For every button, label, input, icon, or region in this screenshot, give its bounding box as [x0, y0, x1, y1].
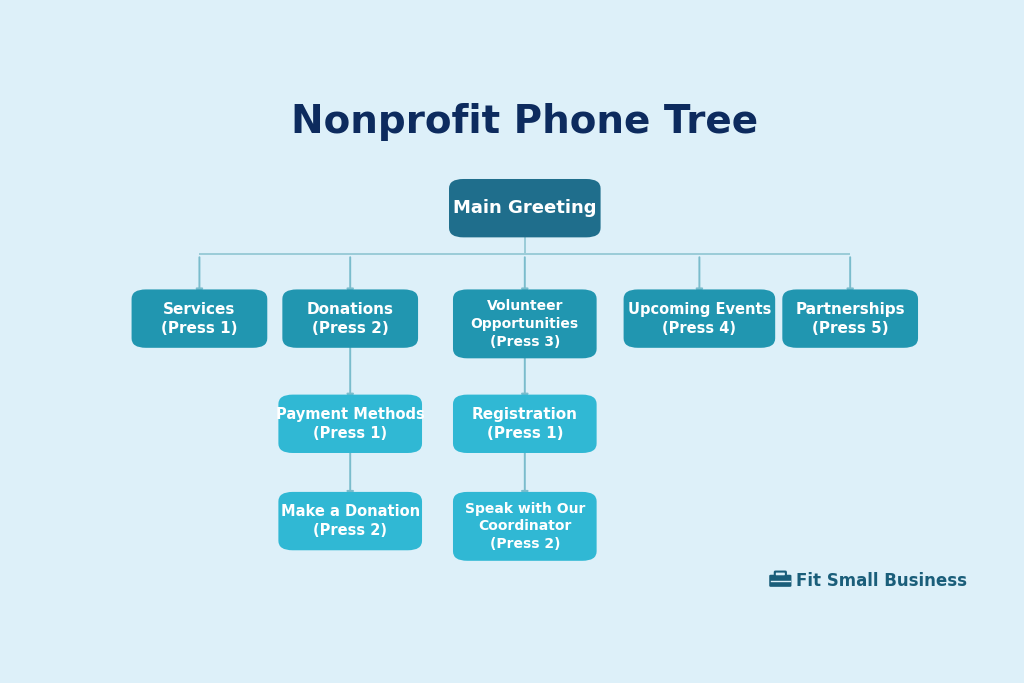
FancyBboxPatch shape: [775, 572, 785, 576]
Text: Payment Methods
(Press 1): Payment Methods (Press 1): [275, 406, 425, 441]
FancyBboxPatch shape: [769, 574, 792, 587]
Text: Make a Donation
(Press 2): Make a Donation (Press 2): [281, 504, 420, 538]
FancyBboxPatch shape: [279, 492, 422, 550]
FancyBboxPatch shape: [131, 290, 267, 348]
Text: Donations
(Press 2): Donations (Press 2): [307, 301, 393, 336]
Text: Speak with Our
Coordinator
(Press 2): Speak with Our Coordinator (Press 2): [465, 501, 585, 551]
FancyBboxPatch shape: [453, 492, 597, 561]
Text: Partnerships
(Press 5): Partnerships (Press 5): [796, 301, 905, 336]
Text: Volunteer
Opportunities
(Press 3): Volunteer Opportunities (Press 3): [471, 299, 579, 349]
Text: Fit Small Business: Fit Small Business: [797, 572, 968, 589]
Text: Upcoming Events
(Press 4): Upcoming Events (Press 4): [628, 301, 771, 336]
FancyBboxPatch shape: [453, 290, 597, 359]
Text: Services
(Press 1): Services (Press 1): [161, 301, 238, 336]
Text: Main Greeting: Main Greeting: [453, 199, 597, 217]
FancyBboxPatch shape: [449, 179, 601, 238]
Text: Registration
(Press 1): Registration (Press 1): [472, 406, 578, 441]
FancyBboxPatch shape: [279, 395, 422, 453]
FancyBboxPatch shape: [283, 290, 418, 348]
Text: Nonprofit Phone Tree: Nonprofit Phone Tree: [291, 103, 759, 141]
FancyBboxPatch shape: [782, 290, 919, 348]
FancyBboxPatch shape: [453, 395, 597, 453]
FancyBboxPatch shape: [624, 290, 775, 348]
